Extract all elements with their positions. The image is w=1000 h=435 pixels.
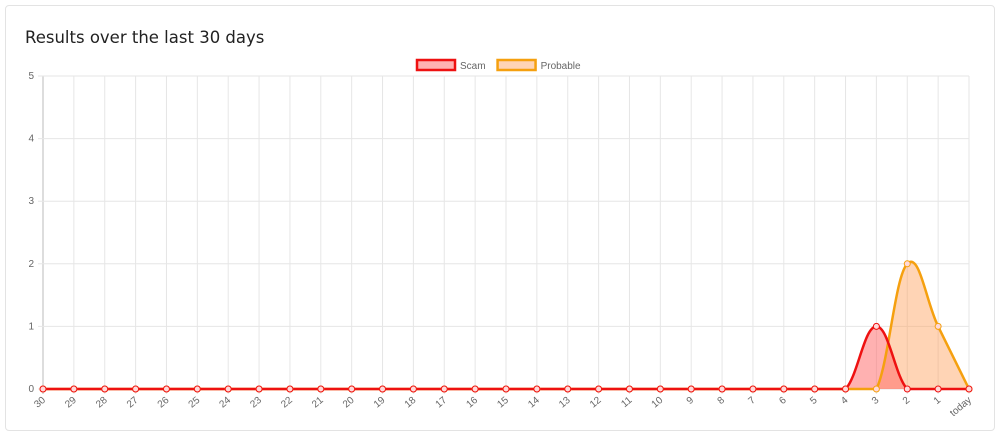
x-tick-label: 26 <box>156 395 172 411</box>
x-tick-label: 10 <box>650 395 666 411</box>
legend-label: Scam <box>460 61 486 72</box>
x-tick-label: 1 <box>932 395 944 407</box>
x-tick-label: 28 <box>94 395 110 411</box>
data-point-scam <box>286 385 294 393</box>
x-tick-label: 20 <box>341 395 357 411</box>
data-point-scam <box>811 385 819 393</box>
data-point-probable <box>903 260 911 268</box>
data-point-scam <box>255 385 263 393</box>
data-point-probable <box>872 385 880 393</box>
x-tick-label: 2 <box>901 395 913 407</box>
data-point-scam <box>564 385 572 393</box>
x-tick-label: 16 <box>464 395 480 411</box>
x-tick-label: 7 <box>747 395 759 407</box>
data-point-scam <box>780 385 788 393</box>
data-point-scam <box>379 385 387 393</box>
x-tick-label: 24 <box>218 395 234 411</box>
data-point-scam <box>625 385 633 393</box>
data-point-scam <box>70 385 78 393</box>
y-tick-label: 4 <box>28 134 34 145</box>
y-tick-label: 0 <box>28 384 34 395</box>
card-title: Results over the last 30 days <box>25 28 265 47</box>
y-tick-label: 1 <box>28 321 34 332</box>
data-point-scam <box>718 385 726 393</box>
data-point-scam <box>965 385 973 393</box>
x-tick-label: 22 <box>279 395 295 411</box>
legend-swatch <box>415 58 457 72</box>
data-point-scam <box>471 385 479 393</box>
legend-item-probable[interactable]: Probable <box>496 58 581 72</box>
x-tick-label: 11 <box>619 395 634 410</box>
data-point-scam <box>132 385 140 393</box>
x-tick-label: 17 <box>434 395 450 411</box>
data-point-scam <box>101 385 109 393</box>
x-tick-label: 30 <box>32 395 48 411</box>
data-point-scam <box>656 385 664 393</box>
x-tick-label: 8 <box>716 395 728 407</box>
data-point-scam <box>687 385 695 393</box>
x-tick-label: 27 <box>125 395 141 411</box>
legend-item-scam[interactable]: Scam <box>415 58 486 72</box>
x-tick-label: 13 <box>557 395 573 411</box>
x-tick-label: 19 <box>372 395 388 411</box>
data-point-scam <box>533 385 541 393</box>
data-point-scam <box>224 385 232 393</box>
x-tick-label: 21 <box>310 395 326 411</box>
x-tick-label: 6 <box>777 395 789 407</box>
data-point-scam <box>872 322 880 330</box>
x-tick-label: today <box>948 395 974 419</box>
data-point-scam <box>348 385 356 393</box>
legend-swatch <box>496 58 537 72</box>
y-tick-label: 5 <box>28 71 34 82</box>
data-point-scam <box>595 385 603 393</box>
data-point-scam <box>193 385 201 393</box>
data-point-probable <box>934 322 942 330</box>
data-point-scam <box>440 385 448 393</box>
data-point-scam <box>502 385 510 393</box>
x-tick-label: 29 <box>63 395 79 411</box>
data-point-scam <box>162 385 170 393</box>
data-point-scam <box>749 385 757 393</box>
x-tick-label: 18 <box>403 395 419 411</box>
x-tick-label: 5 <box>808 395 820 407</box>
x-tick-label: 14 <box>526 395 542 411</box>
data-point-scam <box>934 385 942 393</box>
x-tick-label: 23 <box>248 395 264 411</box>
y-tick-label: 2 <box>28 259 34 270</box>
data-point-scam <box>39 385 47 393</box>
data-point-scam <box>842 385 850 393</box>
data-point-scam <box>409 385 417 393</box>
x-tick-label: 12 <box>588 395 604 411</box>
x-tick-label: 25 <box>187 395 203 411</box>
legend-label: Probable <box>541 61 581 72</box>
x-tick-label: 3 <box>870 395 882 407</box>
x-tick-label: 4 <box>839 395 851 407</box>
y-tick-label: 3 <box>28 196 34 207</box>
x-tick-label: 9 <box>685 395 697 407</box>
data-point-scam <box>903 385 911 393</box>
series-area-scam <box>43 326 969 389</box>
data-point-scam <box>317 385 325 393</box>
x-tick-label: 15 <box>495 395 511 411</box>
